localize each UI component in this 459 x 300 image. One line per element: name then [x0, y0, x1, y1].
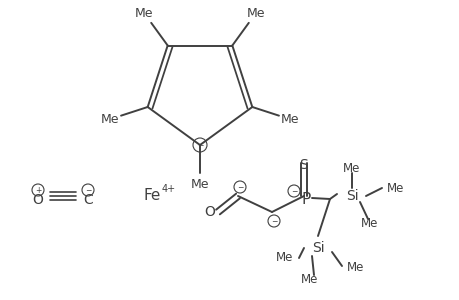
Text: Me: Me [360, 218, 378, 230]
Text: Me: Me [280, 113, 299, 126]
Text: Me: Me [276, 251, 293, 265]
Text: −: − [290, 187, 297, 196]
Text: Me: Me [190, 178, 209, 191]
Text: Si: Si [345, 189, 358, 203]
Text: C: C [83, 193, 93, 207]
Text: Me: Me [301, 274, 318, 286]
Text: 4+: 4+ [162, 184, 176, 194]
Text: Me: Me [134, 7, 153, 20]
Text: Fe: Fe [143, 188, 160, 203]
Text: P: P [301, 193, 310, 208]
Text: O: O [204, 205, 215, 219]
Text: −: − [236, 183, 243, 192]
Text: Me: Me [100, 113, 118, 126]
Text: S: S [299, 158, 308, 172]
Text: Si: Si [311, 241, 324, 255]
Text: −: − [270, 217, 277, 226]
Text: +: + [35, 186, 41, 195]
Text: −: − [84, 186, 91, 195]
Text: Me: Me [347, 262, 364, 275]
Text: Me: Me [342, 161, 360, 175]
Text: Me: Me [386, 182, 404, 194]
Text: Me: Me [246, 7, 264, 20]
Text: −: − [196, 141, 203, 150]
Text: O: O [33, 193, 43, 207]
